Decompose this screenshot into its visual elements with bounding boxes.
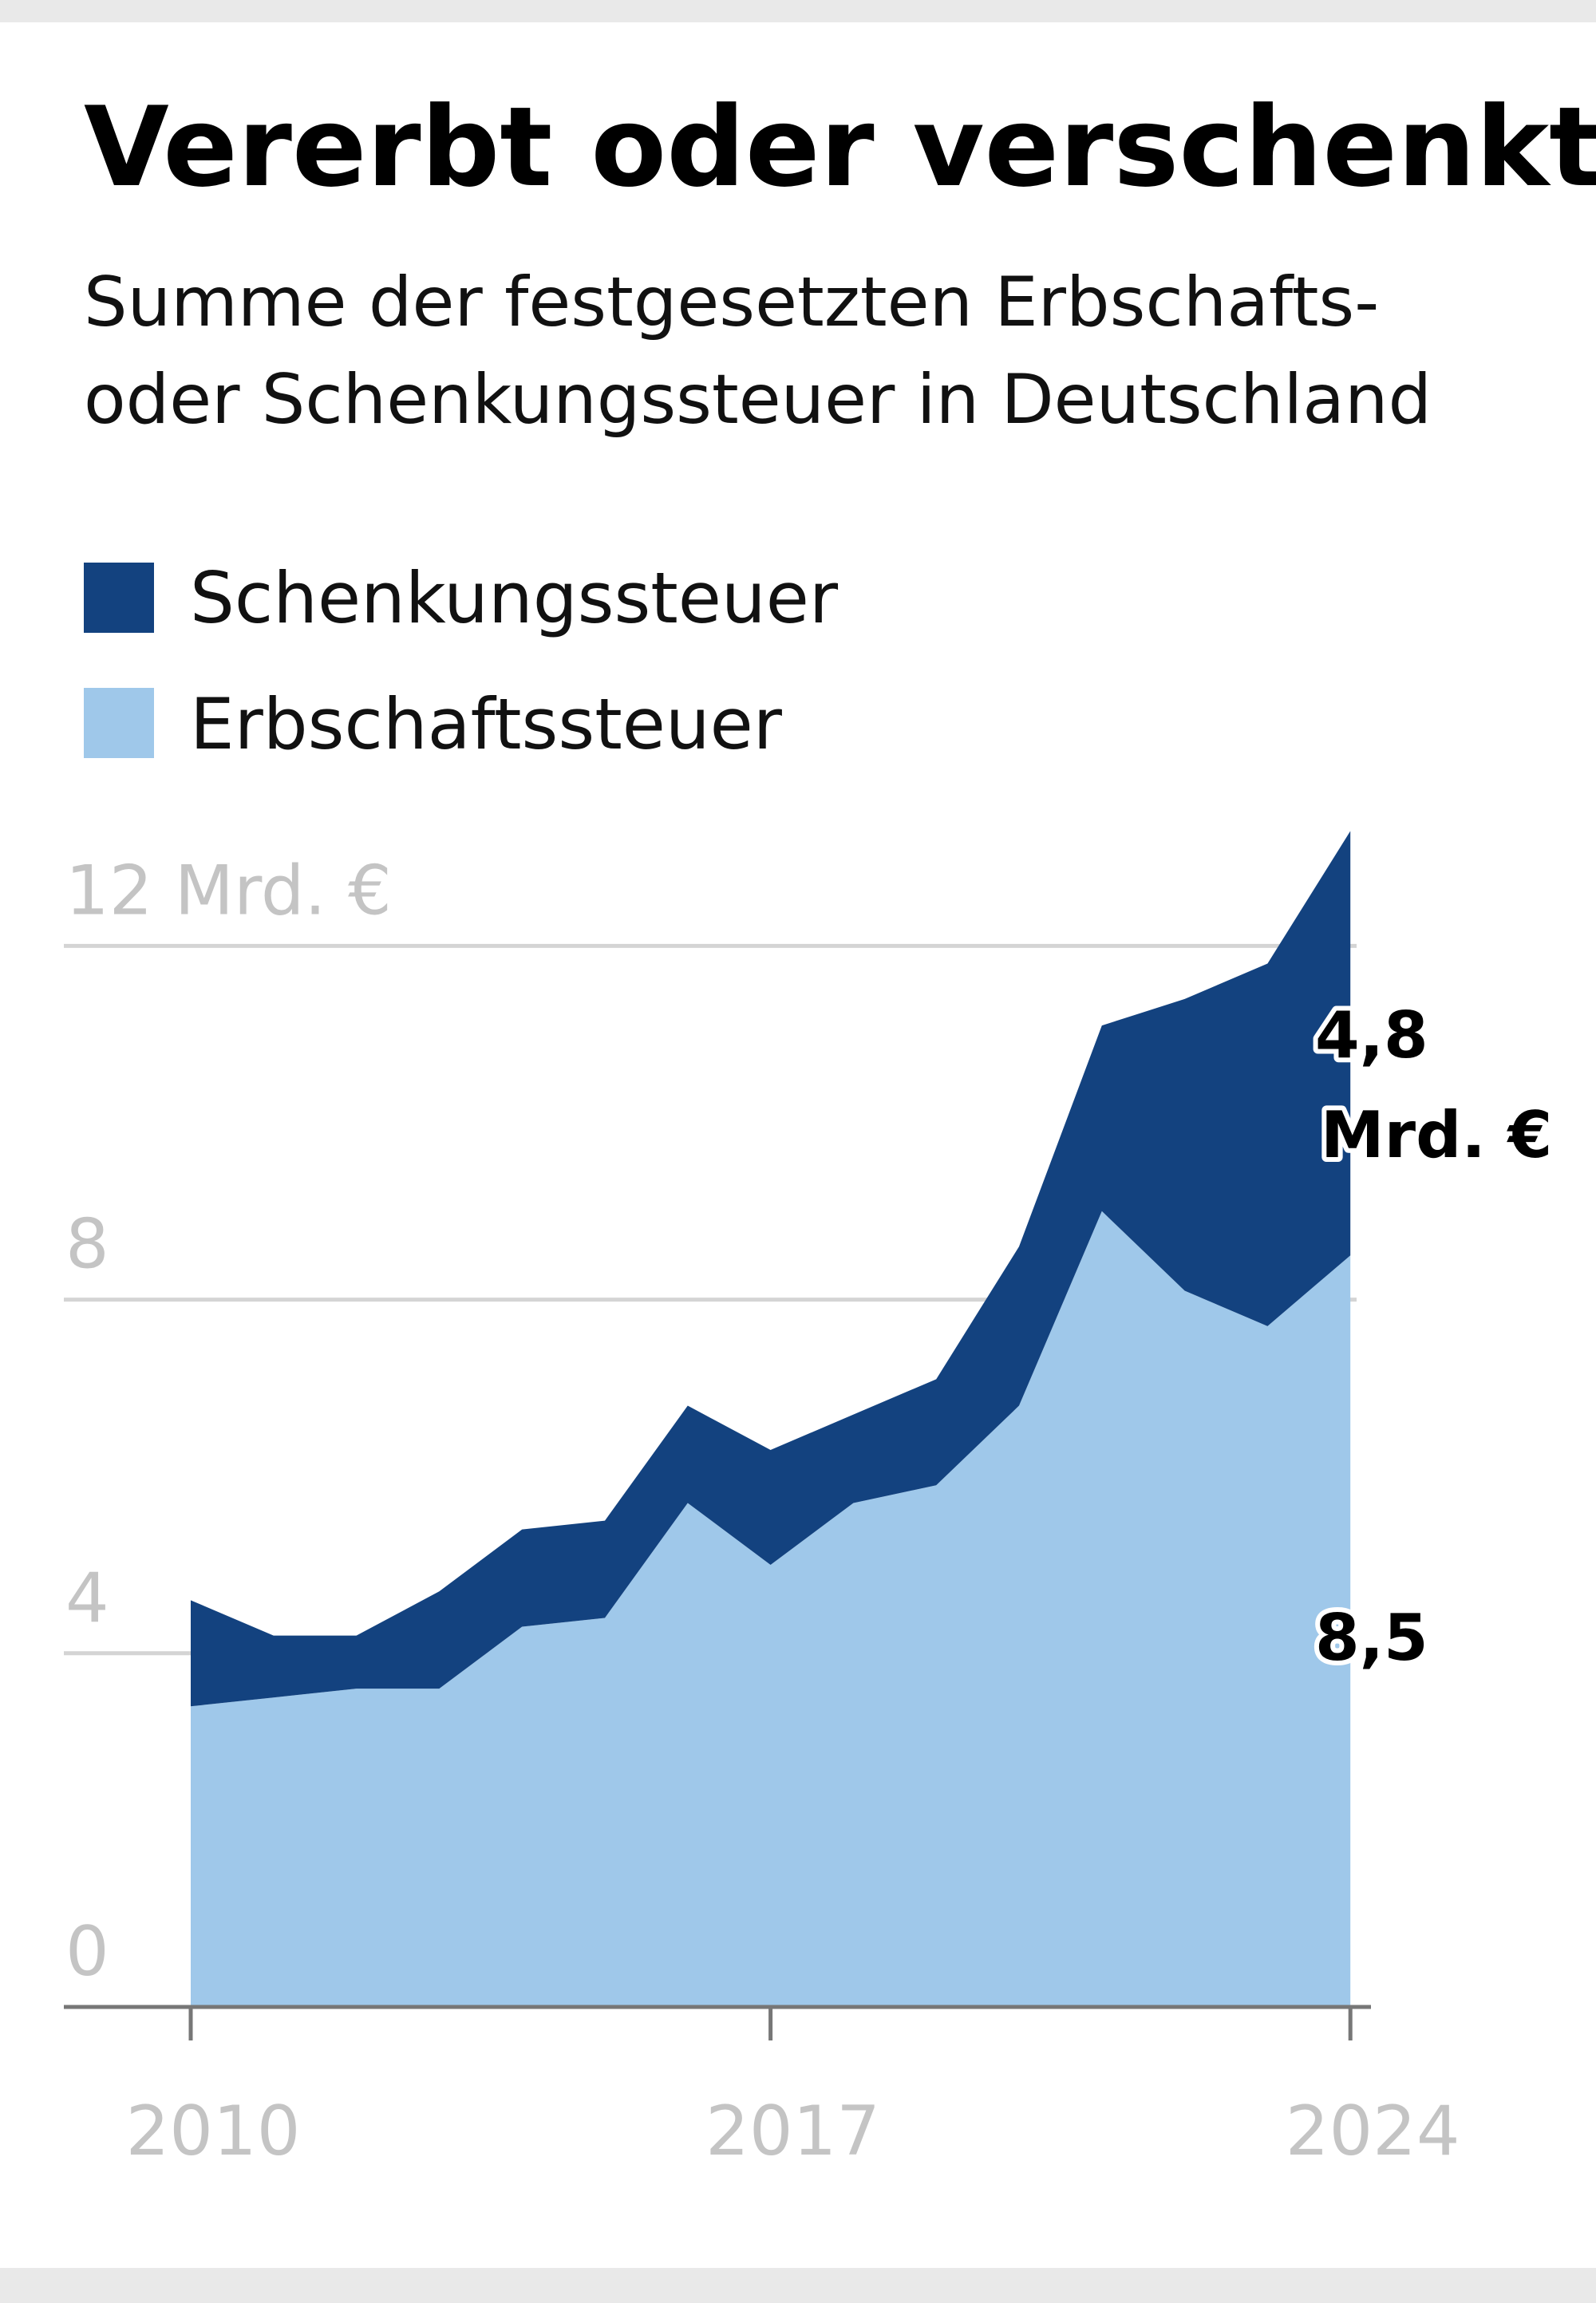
y-tick-label: 4 [65, 1558, 109, 1638]
y-tick-label: 12 Mrd. € [65, 851, 392, 930]
x-tick-label: 2024 [1286, 2092, 1460, 2171]
y-tick-label: 8 [65, 1205, 109, 1285]
legend-swatch-erbschaftssteuer [84, 688, 154, 758]
legend-swatch-schenkungssteuer [84, 563, 154, 633]
legend-label-schenkungssteuer: Schenkungssteuer [190, 557, 839, 639]
legend-label-erbschaftssteuer: Erbschaftssteuer [190, 683, 783, 765]
y-tick-label: 0 [65, 1912, 109, 1992]
annotation-schenkungssteuer-value: 4,8 [1315, 998, 1428, 1072]
top-band [0, 0, 1596, 22]
x-tick-label: 2010 [126, 2092, 301, 2171]
annotation-schenkungssteuer-unit: Mrd. € [1321, 1098, 1552, 1172]
area-schenkungssteuer [191, 831, 1351, 1707]
chart-subtitle-line-1: Summe der festgesetzten Erbschafts- [84, 263, 1379, 342]
chart-subtitle-line-2: oder Schenkungssteuer in Deutschland [84, 360, 1432, 440]
footer-band [0, 2268, 1596, 2303]
chart-title: Vererbt oder verschenkt [84, 83, 1596, 211]
area-erbschaftssteuer [191, 1211, 1351, 2007]
x-tick-label: 2017 [705, 2092, 880, 2171]
annotation-erbschaftssteuer-value: 8,5 [1315, 1601, 1428, 1675]
